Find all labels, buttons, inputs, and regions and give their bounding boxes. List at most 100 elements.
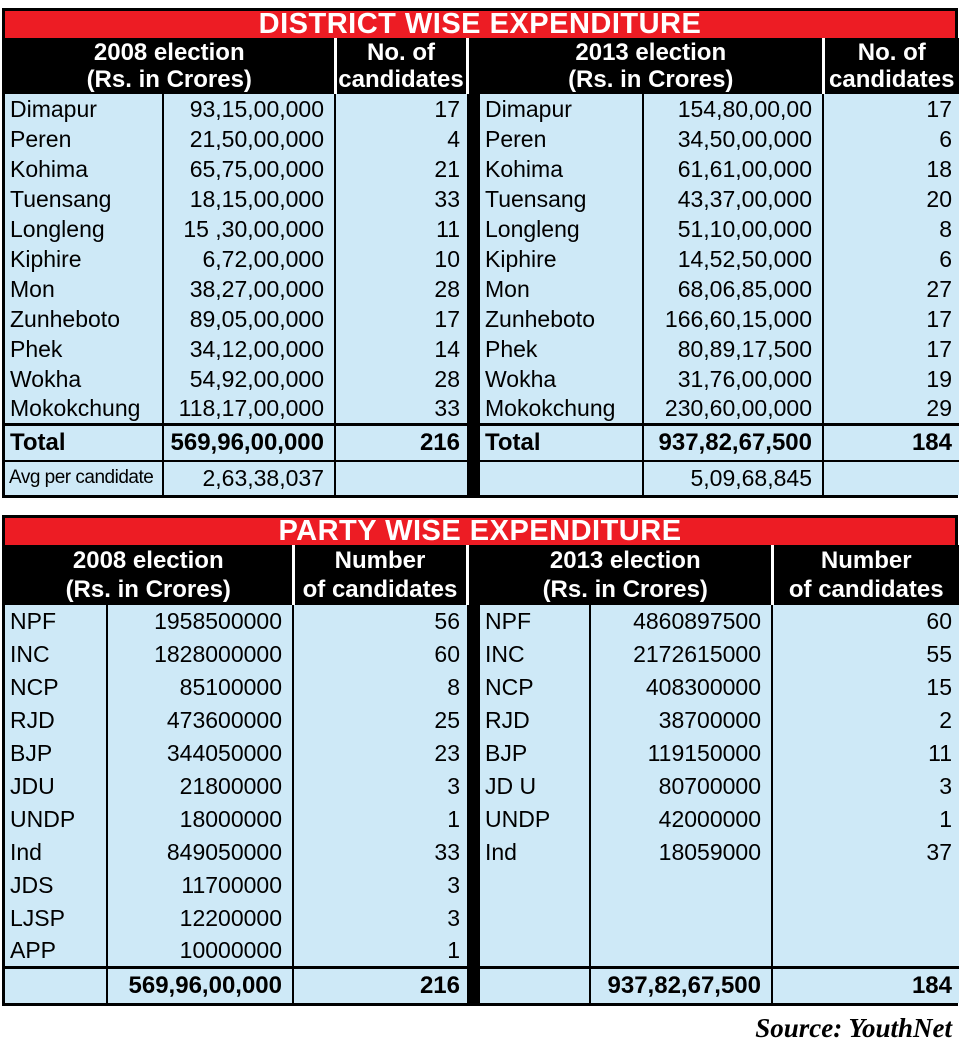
name-cell: Wokha (480, 364, 644, 394)
name-cell: Dimapur (5, 94, 164, 124)
total-amount: 937,82,67,500 (590, 966, 773, 1003)
district-2008-candidates-header: No. of candidates (333, 38, 467, 94)
name-cell: Kiphire (480, 244, 644, 274)
name-cell: Zunheboto (5, 304, 164, 334)
amount-cell: 166,60,15,000 (643, 304, 824, 334)
count-cell (772, 868, 959, 902)
name-cell (480, 901, 591, 935)
total-amount: 937,82,67,500 (643, 422, 824, 461)
center-divider (467, 637, 480, 671)
group-header-line1: 2008 election (72, 546, 224, 574)
amount-cell: 1958500000 (107, 604, 294, 638)
count-cell: 2 (772, 703, 959, 737)
total-amount: 569,96,00,000 (163, 422, 336, 461)
amount-cell: 15 ,30,00,000 (163, 214, 336, 244)
count-cell: 3 (772, 769, 959, 803)
total-label (5, 966, 108, 1003)
group-header-line1: 2013 election (575, 39, 727, 66)
amount-cell: 408300000 (590, 670, 773, 704)
center-divider (467, 154, 480, 184)
district-2008-group-header: 2008 election (Rs. in Crores) (5, 38, 335, 94)
count-cell: 18 (823, 154, 959, 184)
count-cell: 10 (335, 244, 467, 274)
total-label: Total (480, 422, 644, 461)
party-2008-candidates-header: Number of candidates (291, 544, 467, 605)
amount-cell: 18059000 (590, 835, 773, 869)
name-cell: JDU (5, 769, 108, 803)
name-cell: Ind (5, 835, 108, 869)
count-header-line1: Number (820, 546, 912, 574)
count-cell: 17 (823, 94, 959, 124)
center-divider (467, 868, 480, 902)
count-cell: 23 (293, 736, 467, 770)
total-count: 216 (335, 422, 467, 461)
amount-cell (590, 934, 773, 968)
party-2013-group-header: 2013 election (Rs. in Crores) (480, 544, 772, 605)
amount-cell: 31,76,00,000 (643, 364, 824, 394)
center-divider (467, 802, 480, 836)
count-cell: 17 (335, 304, 467, 334)
table-row: Phek 34,12,00,000 14 Phek 80,89,17,500 17 (5, 334, 959, 364)
total-count: 184 (772, 966, 959, 1003)
amount-cell: 80700000 (590, 769, 773, 803)
table-row: Kohima 65,75,00,000 21 Kohima 61,61,00,000 18 (5, 154, 959, 184)
table-row: NPF 1958500000 56 NPF 4860897500 60 (5, 604, 959, 638)
name-cell (480, 934, 591, 968)
count-cell (772, 934, 959, 968)
party-2008-group-header: 2008 election (Rs. in Crores) (5, 544, 293, 605)
table-row: APP 10000000 1 (5, 934, 959, 968)
center-divider (467, 304, 480, 334)
group-header-line1: 2013 election (549, 546, 701, 574)
center-divider (467, 604, 480, 638)
table-row: NCP 85100000 8 NCP 408300000 15 (5, 670, 959, 704)
table-row: Wokha 54,92,00,000 28 Wokha 31,76,00,000 19 (5, 364, 959, 394)
party-table-title: PARTY WISE EXPENDITURE (5, 516, 955, 545)
party-2013-candidates-header: Number of candidates (770, 544, 959, 605)
center-divider (467, 901, 480, 935)
name-cell: JDS (5, 868, 108, 902)
count-cell: 33 (335, 184, 467, 214)
name-cell: UNDP (480, 802, 591, 836)
center-divider (467, 334, 480, 364)
party-total-row: 569,96,00,000 216 937,82,67,500 184 (5, 966, 959, 1003)
total-count: 184 (823, 422, 959, 461)
avg-label (480, 459, 644, 495)
table-row: RJD 473600000 25 RJD 38700000 2 (5, 703, 959, 737)
amount-cell (590, 901, 773, 935)
table-row: Mokokchung 118,17,00,000 33 Mokokchung 230,6… (5, 394, 959, 424)
name-cell: Peren (5, 124, 164, 154)
amount-cell: 12200000 (107, 901, 294, 935)
center-divider (467, 934, 480, 968)
count-header-line2: of candidates (302, 575, 458, 603)
table-row: Mon 38,27,00,000 28 Mon 68,06,85,000 27 (5, 274, 959, 304)
count-header-line2: candidates (829, 66, 955, 93)
party-header-row: 2008 election (Rs. in Crores) Number of … (5, 544, 959, 605)
table-row: INC 1828000000 60 INC 2172615000 55 (5, 637, 959, 671)
amount-cell: 61,61,00,000 (643, 154, 824, 184)
amount-cell: 10000000 (107, 934, 294, 968)
count-header-line1: No. of (367, 39, 435, 66)
name-cell: RJD (480, 703, 591, 737)
group-header-line1: 2008 election (93, 39, 245, 66)
center-divider (467, 184, 480, 214)
name-cell: RJD (5, 703, 108, 737)
amount-cell: 54,92,00,000 (163, 364, 336, 394)
count-cell: 11 (335, 214, 467, 244)
name-cell: Ind (480, 835, 591, 869)
amount-cell: 18000000 (107, 802, 294, 836)
district-table-body: Dimapur 93,15,00,000 17 Dimapur 154,80,00,00… (5, 94, 959, 424)
name-cell: NCP (480, 670, 591, 704)
count-cell: 17 (823, 334, 959, 364)
count-cell: 17 (823, 304, 959, 334)
count-cell: 4 (335, 124, 467, 154)
name-cell: Mokokchung (5, 394, 164, 424)
amount-cell: 42000000 (590, 802, 773, 836)
total-label (480, 966, 591, 1003)
table-row: UNDP 18000000 1 UNDP 42000000 1 (5, 802, 959, 836)
table-row: Zunheboto 89,05,00,000 17 Zunheboto 166,60,1… (5, 304, 959, 334)
table-row: JDS 11700000 3 (5, 868, 959, 902)
district-table-grid: 2008 election (Rs. in Crores) No. of can… (5, 38, 959, 495)
count-cell: 1 (772, 802, 959, 836)
table-row: Dimapur 93,15,00,000 17 Dimapur 154,80,00,00… (5, 94, 959, 124)
avg-amount: 2,63,38,037 (163, 459, 336, 495)
